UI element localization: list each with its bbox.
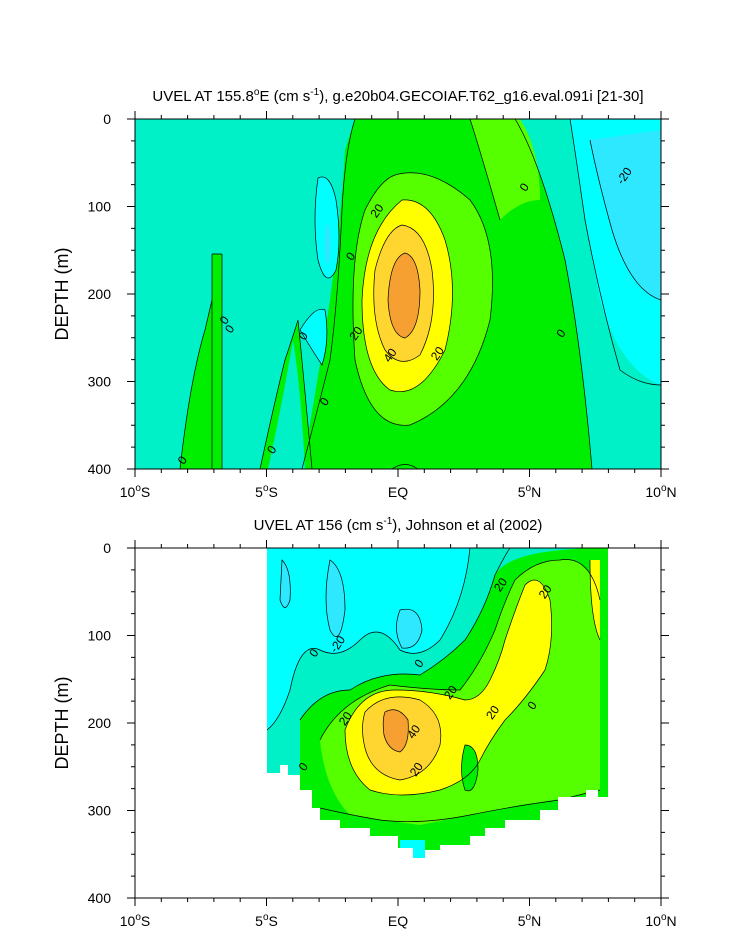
- x-tick-label: 5oS: [255, 483, 278, 500]
- panel-obs-ticks: 10oS 5oS EQ 5oN 10oN 0 100 200 300 400: [88, 540, 677, 929]
- contour-line: [299, 308, 328, 366]
- contour-line: [259, 319, 313, 469]
- contour-line: [362, 696, 442, 781]
- contour-line: [361, 199, 453, 392]
- contour-line: [391, 464, 419, 469]
- contour-line: [319, 789, 601, 822]
- y-tick-label: 400: [88, 890, 112, 906]
- contour-line: [179, 299, 213, 469]
- contour-line: [314, 176, 340, 279]
- fill-green-2: [212, 254, 222, 469]
- panel-model-ticks: 10oS 5oS EQ 5oN 10oN 0 100 200 300 400: [88, 111, 677, 500]
- panel-model-fill: [135, 119, 661, 469]
- contour-line: [373, 224, 434, 362]
- contour-line: [299, 548, 511, 721]
- contour-line: [396, 608, 423, 649]
- contour-line: [589, 139, 661, 301]
- fill-lgreen-0: [470, 119, 540, 220]
- panel-obs-fill: [267, 548, 608, 858]
- x-tick-label: 10oN: [645, 912, 676, 929]
- panel-model-ylabel: DEPTH (m): [52, 248, 72, 341]
- fill-cyan-0: [267, 548, 470, 730]
- panel-obs-ylabel: DEPTH (m): [52, 677, 72, 770]
- x-tick-label: EQ: [388, 913, 408, 929]
- y-tick-label: 0: [103, 111, 111, 127]
- fill-cyan-3: [590, 130, 661, 300]
- contour-line: [589, 559, 601, 641]
- y-tick-label: 100: [88, 199, 112, 215]
- contour-line: [514, 119, 593, 469]
- fill-orange: [388, 253, 420, 338]
- y-tick-label: 0: [103, 540, 111, 556]
- contour-line: [461, 744, 479, 792]
- contour-line: [319, 559, 601, 741]
- contour-line: [267, 548, 471, 731]
- contour-line: [569, 119, 661, 386]
- fill-cyan-4: [300, 309, 327, 365]
- x-tick-label: 5oN: [518, 912, 541, 929]
- fill-cyan-1: [324, 224, 331, 264]
- y-tick-label: 200: [88, 286, 112, 302]
- contour-line: [382, 709, 409, 753]
- contour-line: [279, 559, 291, 608]
- fill-teal-0: [268, 340, 305, 469]
- x-tick-label: 10oN: [645, 483, 676, 500]
- x-tick-label: 10oS: [120, 912, 150, 929]
- x-tick-label: 5oS: [255, 912, 278, 929]
- fill-green-1: [461, 745, 478, 791]
- y-tick-label: 400: [88, 461, 112, 477]
- x-tick-label: 5oN: [518, 483, 541, 500]
- fill-cyan-3: [280, 560, 291, 608]
- panel-model-title: UVEL AT 155.8oE (cm s-1), g.e20b04.GECOI…: [152, 87, 643, 105]
- panel-obs-title: UVEL AT 156 (cm s-1), Johnson et al (200…: [254, 516, 543, 534]
- y-tick-label: 300: [88, 374, 112, 390]
- x-tick-label: EQ: [388, 484, 408, 500]
- fill-yellow-1: [590, 560, 600, 640]
- y-tick-label: 300: [88, 803, 112, 819]
- y-tick-label: 200: [88, 715, 112, 731]
- fill-cyan-1: [326, 560, 345, 637]
- panel-obs: UVEL AT 156 (cm s-1), Johnson et al (200…: [52, 516, 677, 929]
- fill-cyan-4: [400, 840, 425, 858]
- y-tick-label: 100: [88, 628, 112, 644]
- x-tick-label: 10oS: [120, 483, 150, 500]
- contour-line: [211, 253, 223, 469]
- fill-cyan-2: [396, 609, 422, 649]
- fill-orange: [383, 709, 409, 752]
- panel-model: UVEL AT 155.8oE (cm s-1), g.e20b04.GECOI…: [52, 87, 677, 500]
- contour-line: [352, 172, 493, 426]
- contour-line: [387, 252, 421, 339]
- contour-line: [344, 579, 553, 796]
- contour-line: [301, 119, 356, 469]
- fill-green-3: [180, 300, 212, 469]
- contour-line: [469, 119, 501, 221]
- contour-line: [325, 559, 346, 637]
